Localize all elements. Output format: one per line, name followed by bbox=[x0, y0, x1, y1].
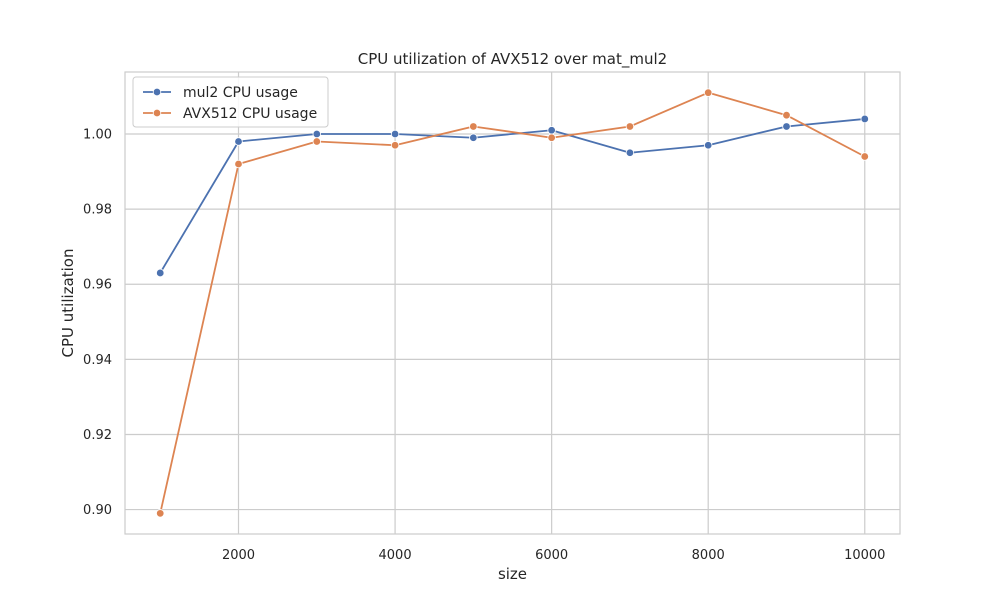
series-mul2 bbox=[156, 114, 869, 278]
y-axis-label: CPU utilization bbox=[59, 249, 77, 358]
data-point-mul2 bbox=[234, 137, 243, 146]
data-point-mul2 bbox=[469, 133, 478, 142]
series-avx512 bbox=[156, 88, 869, 518]
data-point-avx512 bbox=[782, 110, 791, 120]
data-point-mul2 bbox=[312, 129, 321, 139]
y-tick-label: 0.96 bbox=[83, 278, 112, 293]
x-axis-label: size bbox=[498, 565, 527, 583]
data-point-mul2 bbox=[390, 129, 400, 139]
data-point-avx512 bbox=[469, 122, 478, 131]
data-point-avx512 bbox=[312, 137, 321, 146]
data-point-mul2 bbox=[156, 268, 165, 278]
y-tick-label: 0.98 bbox=[83, 203, 112, 218]
data-point-avx512 bbox=[390, 141, 400, 150]
legend-box bbox=[132, 76, 329, 128]
y-axis-ticks: 0.90 0.92 0.94 0.96 0.98 1.00 bbox=[83, 127, 112, 518]
y-tick-label: 0.92 bbox=[83, 428, 112, 443]
data-point-mul2 bbox=[547, 126, 556, 135]
y-tick-label: 0.94 bbox=[83, 353, 112, 368]
y-tick-label: 1.00 bbox=[83, 127, 112, 142]
x-tick-label: 10000 bbox=[844, 548, 885, 563]
data-point-mul2 bbox=[860, 114, 869, 124]
data-point-avx512 bbox=[234, 159, 243, 169]
x-tick-label: 6000 bbox=[535, 548, 568, 563]
data-point-avx512 bbox=[860, 152, 869, 161]
data-point-avx512 bbox=[156, 509, 165, 518]
data-point-avx512 bbox=[704, 88, 713, 97]
x-tick-label: 4000 bbox=[379, 548, 412, 563]
legend-label-avx512: AVX512 CPU usage bbox=[183, 106, 317, 122]
plot-area-frame bbox=[124, 71, 901, 535]
data-point-mul2 bbox=[782, 122, 791, 131]
data-point-avx512 bbox=[625, 122, 635, 131]
y-tick-label: 0.90 bbox=[83, 503, 112, 518]
chart-title: CPU utilization of AVX512 over mat_mul2 bbox=[358, 50, 667, 69]
legend-label-mul2: mul2 CPU usage bbox=[183, 85, 298, 101]
legend: mul2 CPU usage AVX512 CPU usage bbox=[132, 76, 329, 128]
x-axis-ticks: 2000 4000 6000 8000 10000 bbox=[222, 548, 885, 563]
series-line-avx512 bbox=[159, 91, 866, 514]
legend-marker-avx512 bbox=[152, 108, 162, 118]
data-point-mul2 bbox=[704, 141, 713, 150]
x-tick-label: 2000 bbox=[222, 548, 255, 563]
series-layer bbox=[156, 88, 869, 518]
legend-marker-mul2 bbox=[152, 87, 162, 97]
x-tick-label: 8000 bbox=[692, 548, 725, 563]
data-point-avx512 bbox=[547, 133, 556, 142]
data-point-mul2 bbox=[625, 148, 635, 157]
series-line-mul2 bbox=[159, 118, 865, 274]
